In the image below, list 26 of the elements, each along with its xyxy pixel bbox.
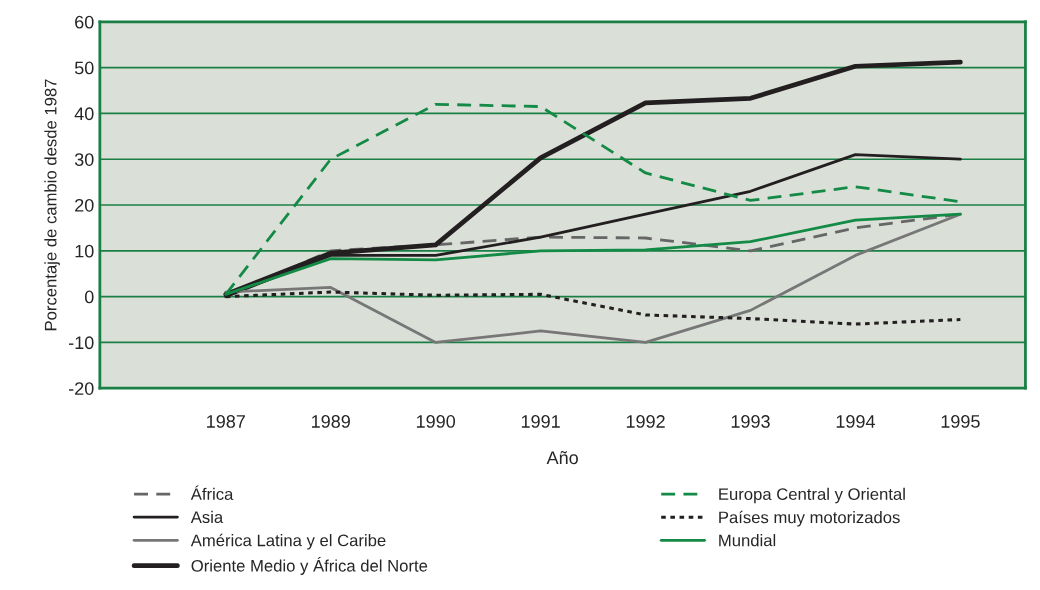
y-tick-label: -20 [68, 382, 94, 395]
x-tick-label: 1995 [941, 415, 980, 428]
x-tick-label: 1990 [416, 415, 456, 428]
legend-label: Oriente Medio y África del Norte [191, 557, 428, 575]
y-tick-label: 40 [74, 107, 94, 121]
legend-label: Europa Central y Oriental [719, 487, 905, 504]
x-axis-title: Año [546, 451, 578, 465]
x-tick-label: 1987 [207, 415, 245, 428]
y-tick-label: 10 [75, 244, 94, 258]
x-tick-label: 1991 [521, 415, 560, 428]
x-tick-label: 1994 [836, 415, 875, 428]
y-axis-title: Porcentaje de cambio desde 1987 [44, 79, 60, 331]
y-tick-label: 20 [75, 198, 94, 212]
legend-label: África [190, 485, 234, 501]
legend-label: Países muy motorizados [719, 510, 900, 527]
legend-label: Mundial [719, 534, 776, 547]
y-tick-label: -10 [68, 336, 94, 350]
y-tick-label: 0 [84, 290, 94, 304]
y-tick-label: 30 [74, 153, 94, 166]
legend-label: Asia [190, 510, 224, 524]
legend-label: América Latina y el Caribe [190, 533, 386, 550]
y-tick-label: 50 [74, 61, 94, 75]
x-tick-label: 1992 [626, 415, 665, 428]
y-tick-label: 60 [75, 15, 94, 29]
x-tick-label: 1989 [312, 415, 350, 428]
x-tick-label: 1993 [731, 415, 770, 428]
